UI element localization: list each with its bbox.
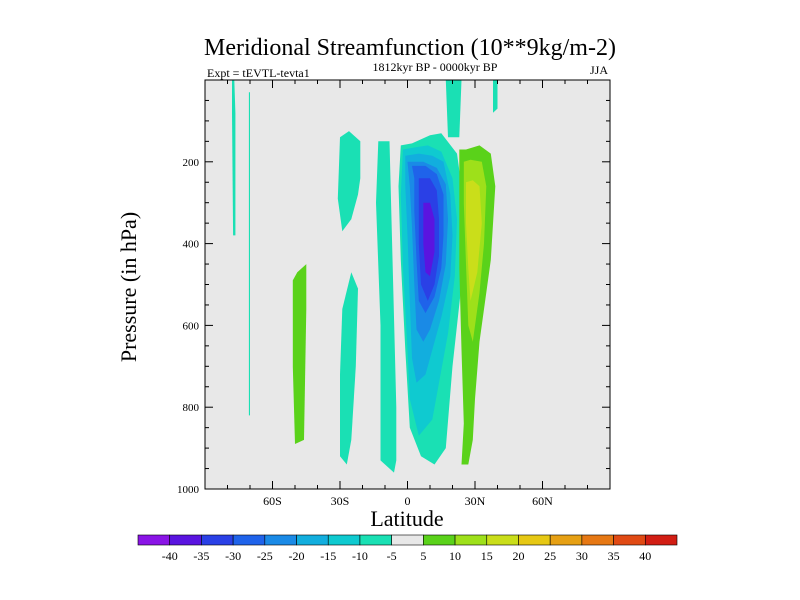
x-tick-label: 30S	[331, 494, 350, 508]
colorbar-box	[137, 534, 171, 546]
y-tick-label: 600	[183, 320, 200, 332]
contour-thin-cell-70S	[248, 92, 250, 416]
colorbar-box	[581, 534, 614, 546]
colorbar-label: 35	[608, 549, 620, 563]
colorbar-box	[201, 534, 234, 546]
x-tick-label: 30N	[465, 494, 486, 508]
colorbar-box	[232, 534, 266, 546]
colorbar-label: -40	[162, 549, 178, 563]
colorbar-box	[644, 534, 678, 546]
contour-cell-30S-lower	[340, 272, 358, 465]
chart-texts: 60S 30S 0 30N 60N 200 400 600 800 1000 Meridional …	[116, 35, 651, 563]
colorbar-box	[454, 534, 488, 546]
y-tick-label: 400	[183, 239, 200, 251]
colorbar-box	[391, 534, 424, 546]
experiment-label: Expt = tEVTL-tevta1	[207, 66, 310, 80]
colorbar-box	[296, 534, 329, 546]
x-tick-label: 0	[405, 494, 411, 508]
x-axis-label: Latitude	[370, 506, 443, 531]
colorbar-label: -5	[387, 549, 397, 563]
colorbar-box	[264, 534, 297, 546]
colorbar-box	[518, 534, 551, 546]
colorbar-label: 30	[576, 549, 588, 563]
colorbar-box	[423, 534, 456, 546]
colorbar-label: 25	[544, 549, 556, 563]
y-axis-label: Pressure (in hPa)	[116, 212, 141, 362]
colorbar-box	[327, 534, 361, 546]
contour-main-L7	[423, 202, 435, 277]
colorbar-box	[549, 534, 583, 546]
colorbar-label: -20	[289, 549, 305, 563]
colorbar	[137, 534, 678, 546]
colorbar-label: 40	[639, 549, 651, 563]
period-label: 1812kyr BP - 0000kyr BP	[373, 60, 498, 74]
colorbar-label: 15	[481, 549, 493, 563]
colorbar-label: -35	[193, 549, 209, 563]
contour-cell-40N-stub	[493, 80, 498, 113]
colorbar-label: -25	[257, 549, 273, 563]
contour-jet-stub-upper	[445, 80, 462, 138]
chart-title: Meridional Streamfunction (10**9kg/m-2)	[204, 35, 616, 61]
y-tick-label: 1000	[177, 484, 200, 496]
plot-area	[204, 79, 611, 490]
colorbar-box	[359, 534, 392, 546]
colorbar-label: 5	[420, 549, 426, 563]
colorbar-label: -15	[320, 549, 336, 563]
contour-positive-cell-50S	[292, 264, 307, 444]
x-tick-label: 60S	[263, 494, 282, 508]
season-label: JJA	[590, 63, 608, 77]
colorbar-label: 10	[449, 549, 461, 563]
colorbar-box	[169, 534, 202, 546]
contour-nh-L3	[466, 180, 482, 301]
contour-equatorial-band	[376, 141, 397, 473]
y-tick-label: 200	[183, 157, 200, 169]
colorbar-label: 20	[512, 549, 524, 563]
contour-layer	[232, 80, 498, 473]
y-tick-label: 800	[183, 402, 200, 414]
x-tick-label: 60N	[532, 494, 553, 508]
contour-cell-30S-upper	[337, 131, 361, 232]
contour-thin-cell-75S	[232, 80, 236, 236]
colorbar-label: -10	[352, 549, 368, 563]
colorbar-box	[613, 534, 646, 546]
colorbar-label: -30	[225, 549, 241, 563]
colorbar-box	[486, 534, 519, 546]
